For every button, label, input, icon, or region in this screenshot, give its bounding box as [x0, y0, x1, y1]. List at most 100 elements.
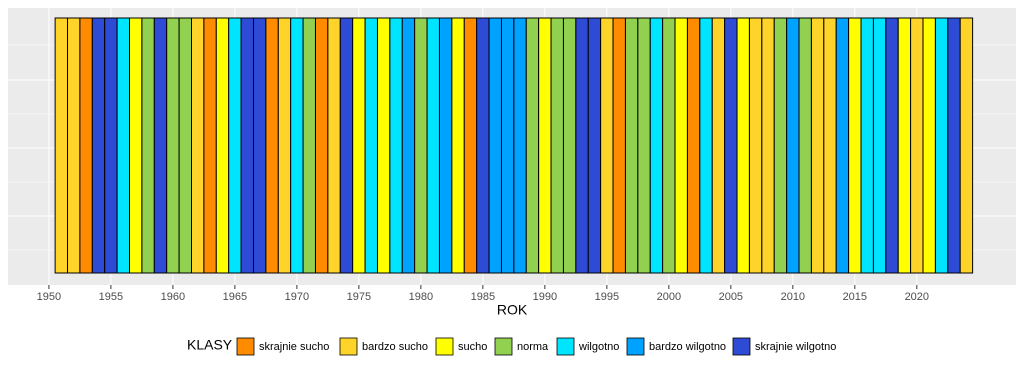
bar [252, 17, 267, 274]
bar [166, 17, 180, 274]
bar [872, 17, 887, 274]
bar [587, 17, 602, 274]
bar [848, 17, 862, 274]
x-tick-label: 1995 [595, 291, 619, 303]
bar [711, 17, 726, 274]
bar [314, 17, 329, 274]
bar [624, 17, 639, 274]
x-tick-label: 1970 [285, 291, 309, 303]
bar [674, 17, 688, 274]
x-tick-label: 2010 [781, 291, 805, 303]
bar [959, 17, 974, 274]
x-tick-label: 1980 [409, 291, 433, 303]
bar [761, 17, 775, 274]
bar [649, 17, 664, 274]
bar [600, 17, 614, 274]
x-tick-label: 1965 [223, 291, 247, 303]
x-tick-label: 1960 [161, 291, 185, 303]
legend-label: sucho [458, 341, 487, 353]
bar [327, 17, 341, 274]
bar [178, 17, 192, 274]
bar [265, 17, 279, 274]
bar [438, 17, 453, 274]
bar [798, 17, 812, 274]
legend-label: norma [517, 341, 549, 353]
bar [141, 17, 155, 274]
bar [91, 17, 106, 274]
bar [364, 17, 378, 274]
bar [947, 17, 961, 274]
x-tick-label: 1985 [471, 291, 495, 303]
legend-label: bardzo sucho [362, 341, 428, 353]
bar [79, 17, 93, 274]
bar [835, 17, 850, 274]
legend-key [494, 337, 513, 356]
bar [240, 17, 254, 274]
bar [724, 17, 738, 274]
x-tick-label: 2015 [843, 291, 867, 303]
legend-key [435, 337, 454, 356]
bar [662, 17, 676, 274]
x-tick-label: 1990 [533, 291, 557, 303]
bar [426, 17, 440, 274]
bar [823, 17, 837, 274]
bar [686, 17, 701, 274]
legend-label: skrajnie wilgotno [755, 341, 836, 353]
bar [500, 17, 515, 274]
bar [190, 17, 205, 274]
bar [215, 17, 230, 274]
bar [228, 17, 242, 274]
bar [637, 17, 651, 274]
bar [476, 17, 490, 274]
bar [463, 17, 478, 274]
bar [67, 17, 81, 274]
bar [352, 17, 366, 274]
x-tick-label: 2020 [905, 291, 929, 303]
bar [922, 17, 936, 274]
x-tick-label: 2005 [719, 291, 743, 303]
bar [910, 17, 924, 274]
bar [575, 17, 589, 274]
bar [401, 17, 416, 274]
bar [302, 17, 316, 274]
bar [810, 17, 825, 274]
bar [153, 17, 168, 274]
bar [414, 17, 428, 274]
x-tick-label: 1955 [99, 291, 123, 303]
bar [116, 17, 131, 274]
legend-key [236, 337, 255, 356]
x-tick-label: 1975 [347, 291, 371, 303]
legend-key [556, 337, 575, 356]
bar [290, 17, 304, 274]
bar [525, 17, 540, 274]
x-tick-label: 1950 [37, 291, 61, 303]
bar [203, 17, 217, 274]
legend-key [339, 337, 358, 356]
x-tick-label: 2000 [657, 291, 681, 303]
bar [562, 17, 577, 274]
bar [129, 17, 143, 274]
legend-label: wilgotno [578, 341, 619, 353]
legend-key [626, 337, 645, 356]
bar [339, 17, 354, 274]
legend-label: bardzo wilgotno [649, 341, 726, 353]
bar [612, 17, 626, 274]
bar [451, 17, 465, 274]
bar [897, 17, 912, 274]
bar [376, 17, 391, 274]
bar [934, 17, 949, 274]
bar [488, 17, 502, 274]
x-axis-label: ROK [497, 302, 528, 318]
legend-key [732, 337, 751, 356]
bar [773, 17, 788, 274]
bar [389, 17, 403, 274]
bar [860, 17, 874, 274]
bar [786, 17, 800, 274]
bar [513, 17, 527, 274]
bar [54, 17, 69, 274]
bar [104, 17, 118, 274]
bar [550, 17, 564, 274]
bar [736, 17, 750, 274]
bar [538, 17, 552, 274]
